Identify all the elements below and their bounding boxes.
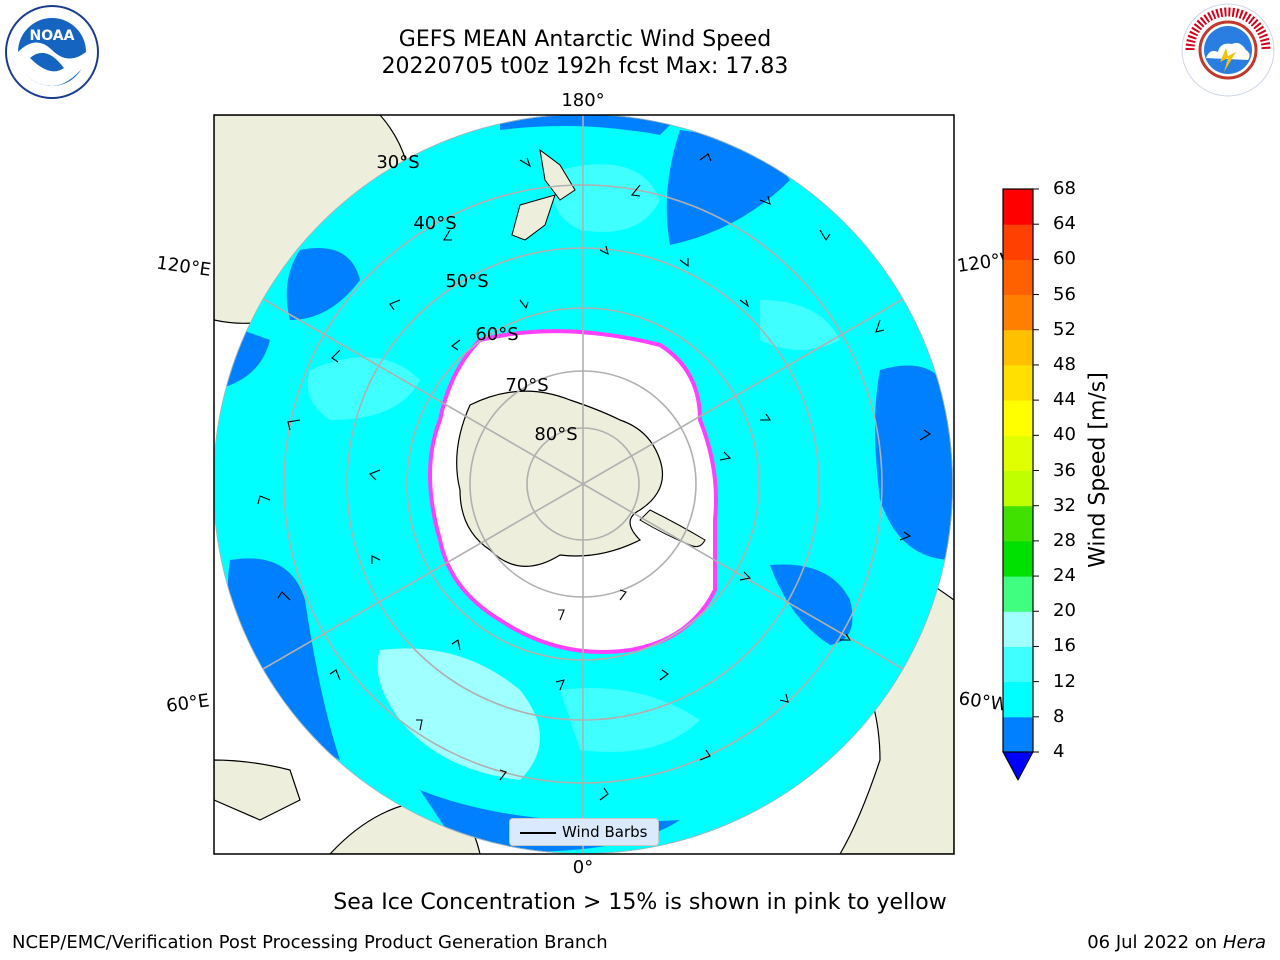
lat-label-50s: 50°S [445,271,488,292]
lon-label-60w-text: 60°W [957,688,1009,716]
wind-region-mid-1 [553,164,660,232]
legend-line-marker [520,832,556,834]
footer-machine: Hera [1222,932,1266,953]
colorbar-tick-label: 48 [1053,353,1076,375]
sea-ice-caption: Sea Ice Concentration > 15% is shown in … [333,890,947,915]
colorbar-tick-label: 44 [1053,389,1076,411]
wind-barbs-legend: Wind Barbs [509,818,659,846]
chart-subtitle: 20220705 t00z 192h fcst Max: 17.83 [381,54,789,79]
landmass-new-zealand [511,148,576,241]
wind-region-high-1 [377,648,540,780]
antarctic-peninsula [639,509,706,548]
colorbar-segment [1003,364,1033,401]
lon-label-60e: 60°E [165,690,211,717]
colorbar-segment [1003,611,1033,647]
colorbar-segment [1003,470,1033,507]
colorbar-tick-label: 16 [1053,635,1076,657]
wind-barbs [257,153,932,801]
colorbar-segment [1003,189,1033,225]
colorbar-tick-label: 20 [1053,600,1076,622]
colorbar-segment [1003,400,1033,436]
low-wind-region-east [875,365,953,560]
lat-label-60s: 60°S [475,324,518,345]
colorbar-segment [1003,576,1033,612]
low-wind-region-drake [770,564,853,645]
lon-label-0: 0° [573,857,593,878]
lat-label-40s: 40°S [413,213,456,234]
colorbar-tick-label: 68 [1053,178,1076,199]
footer-date-text: 06 Jul 2022 on [1087,932,1223,953]
colorbar-extend-arrow [1002,751,1034,782]
colorbar-tick-label: 40 [1053,424,1076,446]
colorbar-segment [1003,540,1033,577]
national-weather-service-logo-icon [1181,3,1275,97]
noaa-logo-text: NOAA [30,28,75,44]
low-wind-region-west [286,248,360,320]
colorbar-segment [1003,224,1033,260]
colorbar-label: Wind Speed [m/s] [1085,372,1111,568]
colorbar-tick-label: 32 [1053,494,1076,516]
colorbar-segment [1003,259,1033,296]
colorbar-tick-label: 64 [1053,213,1076,235]
colorbar-segment [1003,505,1033,542]
colorbar-tick-label: 24 [1053,565,1076,587]
colorbar-tick-label: 12 [1053,670,1076,692]
colorbar [1002,188,1039,782]
colorbar-segment [1003,681,1033,718]
colorbar-tick-label: 56 [1053,283,1076,305]
colorbar-tick-label: 60 [1053,248,1076,270]
lat-label-80s: 80°S [534,424,577,445]
footer-date: 06 Jul 2022 on Hera [1087,932,1266,953]
map-frame [213,114,955,855]
wind-region-mid-3 [560,688,700,752]
colorbar-segment [1003,716,1033,753]
colorbar-tick-label: 52 [1053,318,1076,340]
colorbar-segment [1003,329,1033,366]
colorbar-tick-label: 36 [1053,459,1076,481]
lon-label-120e: 120°E [155,253,212,281]
low-wind-region-top [500,115,680,135]
landmass-madagascar [214,759,301,821]
colorbar-tick-label: 4 [1053,741,1065,762]
wind-region-mid-4 [760,300,840,350]
lat-label-30s: 30°S [376,152,419,173]
lat-label-70s: 70°S [505,375,548,396]
noaa-logo-icon: NOAA [5,5,99,99]
legend-label: Wind Barbs [562,823,648,841]
colorbar-tick-label: 28 [1053,529,1076,551]
colorbar-segment [1003,435,1033,471]
lon-label-180: 180° [561,90,604,111]
footer-branch: NCEP/EMC/Verification Post Processing Pr… [12,932,608,953]
colorbar-tick-label: 8 [1053,705,1065,727]
low-wind-region-southwest [228,558,340,760]
colorbar-segment [1003,646,1033,683]
chart-title: GEFS MEAN Antarctic Wind Speed [398,27,772,52]
colorbar-segment [1003,294,1033,331]
